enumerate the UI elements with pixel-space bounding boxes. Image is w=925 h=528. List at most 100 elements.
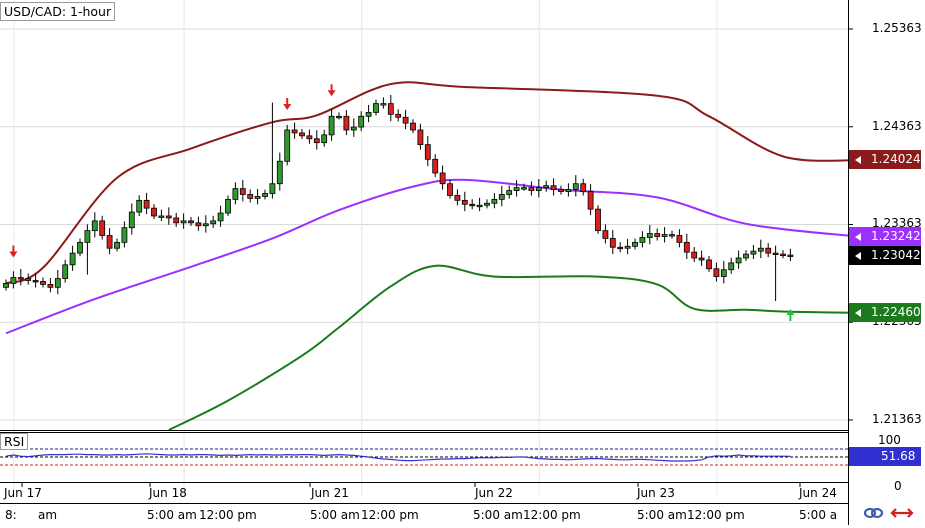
date-label: Jun 24 [799,486,837,500]
price-tag-pointer-icon [855,252,861,261]
bear-candle [25,278,32,281]
bull-candle [276,160,283,185]
date-label: Jun 22 [475,486,513,500]
bull-candle [358,115,365,128]
bull-candle [498,194,505,200]
bear-candle [550,185,557,190]
bull-candle [180,220,187,224]
bear-candle [528,187,535,191]
bear-candle [173,217,180,224]
bull-candle [84,230,91,243]
bear-candle [402,116,409,124]
link-icon[interactable] [863,507,884,519]
bear-candle [765,247,772,254]
bull-candle [535,187,542,191]
bull-candle [336,115,342,119]
middle-band-line [5,178,858,335]
price-tick-label: 1.25363 [872,21,922,36]
bull-candle [572,183,579,190]
sell-signal-arrow-icon [9,251,18,258]
bear-candle [239,188,246,195]
date-label: Jun 17 [4,486,42,500]
bull-candle [136,199,143,213]
bear-candle [188,220,194,224]
bear-candle [291,129,298,134]
bear-candle [469,203,476,207]
bull-candle [373,103,379,113]
bull-candle [476,204,483,208]
sell-signal-arrow-icon [327,90,336,97]
lower-band-line [168,264,858,431]
bear-candle [424,144,431,160]
bull-candle [284,129,291,162]
bull-candle [661,234,668,237]
price-tick-label: 1.21363 [872,411,922,426]
bull-candle [10,277,17,284]
bear-candle [713,268,720,277]
bull-candle [269,183,276,194]
bull-candle [158,215,165,218]
chart-title: USD/CAD: 1-hour [0,2,116,21]
candles [3,94,794,301]
bear-candle [17,277,24,280]
bull-candle [210,220,217,225]
bear-candle [247,194,254,199]
bull-candle [202,223,209,227]
time-label: 12:00 pm [361,508,419,522]
bear-candle [439,172,446,185]
bear-candle [461,199,468,205]
bear-candle [691,251,698,259]
rsi-label: RSI [0,433,29,450]
bull-candle [750,250,757,255]
bear-candle [306,135,313,140]
bollinger-bands [5,81,858,431]
bear-candle [32,280,39,283]
rsi-line [5,453,791,462]
bull-candle [565,189,572,192]
bull-candle [513,187,520,191]
bear-candle [395,113,402,118]
chart-nav-svg [863,507,914,519]
bear-candle [432,158,439,174]
bull-candle [321,134,328,144]
bear-candle [580,183,587,192]
bear-candle [780,253,786,256]
rsi-value-tag: 51.68 [849,446,921,466]
bear-candle [706,259,712,270]
bull-candle [121,227,128,243]
bull-candle [646,233,653,238]
bear-candle [676,235,683,243]
date-label: Jun 23 [637,486,675,500]
bear-candle [669,234,675,237]
fullscreen-arrows-icon[interactable] [890,508,914,518]
rsi-tick-100: 100 [878,433,901,447]
bear-candle [447,183,453,196]
time-label: 5:00 am [147,508,197,522]
lower-band-price-tag: 1.22460 [849,303,921,323]
rsi-panel [0,448,848,466]
bull-candle [624,245,631,249]
time-label: 5:00 am [310,508,360,522]
time-label: am [38,508,58,522]
bear-candle [99,220,106,236]
time-label: 8: [5,508,17,522]
chart-nav-controls[interactable] [860,503,918,523]
date-label: Jun 18 [149,486,187,500]
bear-candle [165,215,172,219]
bull-candle [77,241,83,254]
bear-candle [654,233,661,237]
price-tag-pointer-icon [855,232,861,241]
bear-candle [595,208,601,232]
bear-candle [299,132,305,137]
price-tag-pointer-icon [855,309,861,318]
time-label: 12:00 pm [687,508,745,522]
bull-candle [114,241,120,249]
time-label: 5:00 am [637,508,687,522]
bull-candle [69,252,76,266]
bear-candle [698,257,705,261]
bull-candle [254,196,261,199]
bull-candle [743,253,749,259]
bear-candle [772,252,779,256]
bull-candle [350,126,357,131]
bull-candle [380,103,387,106]
